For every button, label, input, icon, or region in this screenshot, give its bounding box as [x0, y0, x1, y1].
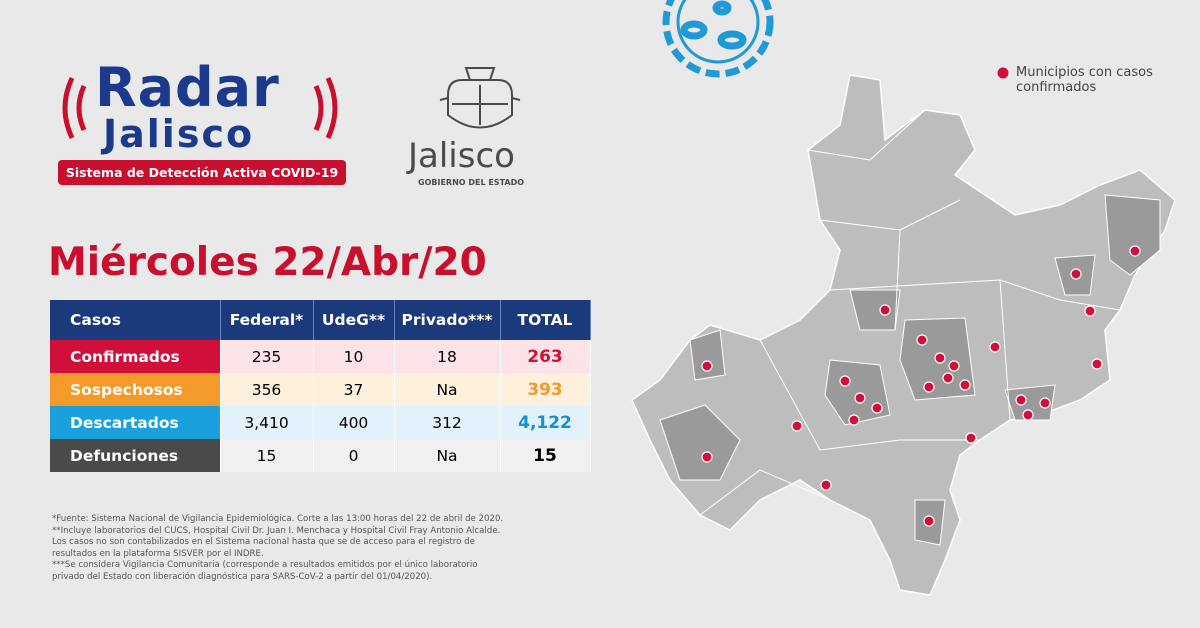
row-label: Confirmados	[50, 340, 221, 373]
legend-marker	[997, 67, 1009, 79]
footnote-line: Los casos no son contabilizados en el Si…	[52, 537, 475, 547]
table-cell: 15	[220, 439, 314, 472]
municipality-dot	[1070, 268, 1082, 280]
legend-label: Municipios con casos confirmados	[1016, 65, 1153, 95]
table-cell: 312	[394, 406, 501, 439]
footnote-line: **Incluye laboratorios del CUCS, Hospita…	[52, 525, 501, 536]
municipality-dot	[1015, 394, 1027, 406]
table-cell: Na	[394, 373, 501, 406]
municipality-dot	[959, 379, 971, 391]
footnote-line: privado del Estado con liberación diagnó…	[52, 571, 433, 582]
table-cell: 18	[394, 340, 501, 373]
table-cell: 400	[313, 406, 395, 439]
municipality-dot	[934, 352, 946, 364]
virus-icon	[662, 0, 774, 78]
radar-waves	[62, 76, 338, 140]
table-cell: 10	[313, 340, 395, 373]
municipality-dot	[701, 451, 713, 463]
municipality-dot	[701, 360, 713, 372]
municipality-dot	[1091, 358, 1103, 370]
logo-radar: Radar	[95, 56, 280, 119]
table-cell: 393	[500, 373, 591, 406]
header-row: Casos Federal* UdeG** Privado*** TOTAL	[50, 300, 591, 340]
footnote-line: ***Se considera Vigilancia Comunitaria (…	[52, 560, 478, 570]
table-row: Sospechosos 356 37 Na 393	[50, 373, 591, 406]
table-row: Descartados 3,410 400 312 4,122	[50, 406, 591, 439]
table-cell: 37	[313, 373, 395, 406]
footnote-line: *Fuente: Sistema Nacional de Vigilancia …	[52, 514, 504, 524]
table-cell: Na	[394, 439, 501, 472]
municipality-dot	[1039, 397, 1051, 409]
municipality-dot	[965, 432, 977, 444]
table-cell: 263	[500, 340, 591, 373]
municipality-dot	[989, 341, 1001, 353]
footnote-line: resultados en la plataforma SISVER por e…	[52, 548, 264, 559]
table-cell: 0	[313, 439, 395, 472]
table-cell: 356	[220, 373, 314, 406]
municipality-dot	[1129, 245, 1141, 257]
municipality-dot	[1084, 305, 1096, 317]
header-cell: TOTAL	[500, 300, 591, 340]
municipality-dot	[916, 334, 928, 346]
header-cell: Federal*	[220, 300, 314, 340]
table-cell: 15	[500, 439, 591, 472]
cases-table: Casos Federal* UdeG** Privado*** TOTAL Confir…	[50, 300, 591, 472]
municipality-dot	[923, 381, 935, 393]
logo-tagline: Sistema de Detección Activa COVID-19	[58, 160, 346, 185]
municipality-dot	[942, 372, 954, 384]
municipality-dot	[848, 414, 860, 426]
row-label: Sospechosos	[50, 373, 221, 406]
header-cell: UdeG**	[313, 300, 395, 340]
footnotes: *Fuente: Sistema Nacional de Vigilancia …	[52, 514, 503, 583]
crest	[439, 67, 521, 129]
municipality-dot	[839, 375, 851, 387]
table-row: Defunciones 15 0 Na 15	[50, 439, 591, 472]
table-row: Confirmados 235 10 18 263	[50, 340, 591, 373]
table-cell: 235	[220, 340, 314, 373]
municipality-dot	[948, 360, 960, 372]
municipality-dot	[923, 515, 935, 527]
municipality-dot	[871, 402, 883, 414]
row-label: Descartados	[50, 406, 221, 439]
date-title: Miércoles 22/Abr/20	[48, 240, 487, 285]
logo-jalisco: Jalisco	[103, 112, 255, 156]
municipality-dot	[854, 392, 866, 404]
table-cell: 3,410	[220, 406, 314, 439]
municipality-dot	[1022, 409, 1034, 421]
municipality-dot	[820, 479, 832, 491]
government-subtitle: GOBIERNO DEL ESTADO	[418, 178, 525, 187]
header-cell: Privado***	[394, 300, 501, 340]
row-label: Defunciones	[50, 439, 221, 472]
header-cell: Casos	[50, 300, 221, 340]
table-cell: 4,122	[500, 406, 591, 439]
government-name: Jalisco	[408, 136, 515, 176]
municipality-dot	[791, 420, 803, 432]
municipality-dot	[879, 304, 891, 316]
map	[631, 74, 1176, 596]
